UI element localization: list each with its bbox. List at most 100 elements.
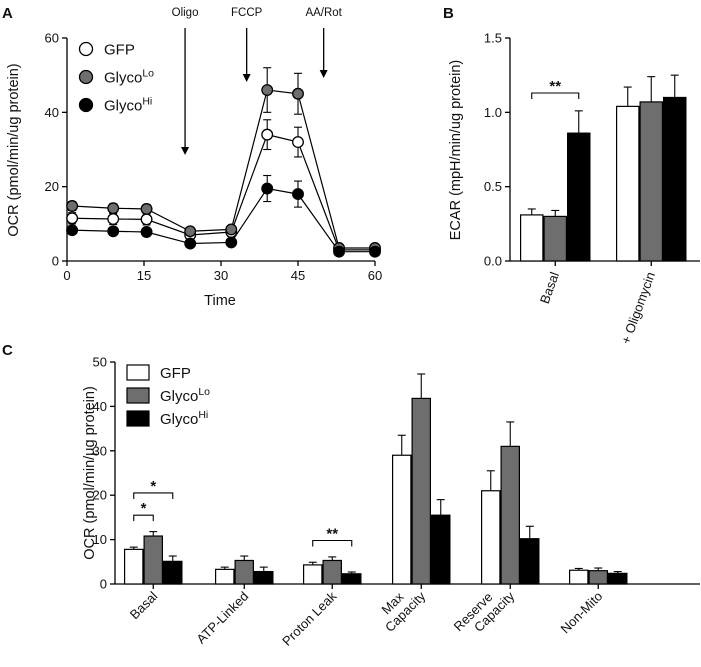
panel-b-y-tick-label: 0.0 — [484, 254, 502, 269]
data-point-glycolo — [292, 87, 304, 100]
panel-c-y-tick-label: 30 — [93, 443, 107, 458]
panel-a-x-tick-label: 0 — [63, 268, 70, 283]
panel-c-y-axis-label: OCR (pmol/min/μg protein) — [82, 386, 98, 560]
significance-stars: ** — [326, 525, 338, 542]
bar-glycohi — [431, 514, 451, 585]
bar-gfp — [519, 214, 544, 262]
panel-b-y-axis-label: ECAR (mpH/min/ug protein) — [448, 60, 464, 241]
legend-label-glycohi-base: Glyco — [104, 98, 142, 115]
injection-arrow-head — [242, 74, 251, 82]
legend-label-glycohi-superscript: Hi — [142, 96, 152, 108]
legend-label-gfp: GFP — [160, 365, 191, 382]
panel-c-bar-chart: OCR (pmol/min/μg protein) GFPGlycoLoGlyc… — [82, 355, 700, 649]
bar-glycohi — [254, 570, 274, 585]
legend-swatch-glycolo — [126, 387, 150, 404]
data-point-glycohi — [225, 236, 238, 249]
data-point-glycohi — [333, 245, 346, 258]
data-point-gfp — [261, 128, 274, 141]
legend-label-gfp-base: GFP — [104, 42, 135, 59]
injection-arrow-head — [181, 147, 190, 155]
injection-label-fccp: FCCP — [231, 7, 263, 19]
legend-marker-glycohi — [78, 97, 94, 113]
bar-gfp — [392, 454, 412, 585]
legend-label-glycohi: GlycoHi — [104, 96, 152, 115]
bar-glycolo — [500, 445, 521, 585]
panel-c-x-tick-label: MaxCapacity — [371, 578, 428, 635]
data-point-glycolo — [225, 223, 238, 236]
panel-a-x-tick-label: 15 — [137, 268, 151, 283]
panel-c-x-tick-label: Proton Leak — [279, 588, 340, 649]
bar-gfp — [568, 569, 589, 585]
bar-glycohi — [342, 573, 362, 585]
significance-bracket — [312, 539, 353, 547]
bar-glycohi — [607, 572, 628, 585]
bar-gfp — [123, 548, 144, 585]
data-point-gfp — [66, 212, 79, 225]
data-point-glycohi — [107, 225, 120, 238]
data-point-gfp — [140, 213, 153, 226]
bar-glycolo — [411, 397, 432, 585]
injection-label-oligo: Oligo — [172, 7, 199, 19]
data-point-glycohi — [66, 224, 79, 237]
panel-a-y-tick-label: 40 — [45, 105, 59, 120]
panel-a-y-axis-label: OCR (pmol/min/ug protein) — [6, 63, 22, 236]
panel-c-x-tick-label: Basal — [127, 588, 161, 622]
data-point-glycolo — [261, 84, 274, 96]
data-point-glycolo — [184, 225, 197, 238]
bar-glycolo — [322, 559, 343, 585]
panel-c-y-tick-label: 10 — [93, 532, 107, 547]
data-point-glycohi — [140, 226, 153, 238]
panel-c-y-tick-label: 0 — [100, 577, 107, 592]
significance-stars: * — [150, 478, 156, 495]
legend-swatch-gfp — [126, 364, 150, 381]
data-point-glycohi — [261, 182, 274, 195]
significance-bracket — [133, 514, 154, 522]
data-point-gfp — [107, 213, 120, 225]
data-point-glycolo — [140, 203, 153, 215]
bar-gfp — [215, 568, 235, 585]
panel-letter-c: C — [2, 342, 13, 359]
bar-gfp — [481, 490, 501, 585]
legend-label-glycohi-superscript: Hi — [198, 409, 208, 421]
panel-letter-a: A — [2, 5, 13, 22]
bar-glycohi — [163, 560, 183, 585]
data-point-glycohi — [184, 237, 197, 250]
legend-label-glycolo-base: Glyco — [160, 388, 198, 405]
injection-label-aarot: AA/Rot — [305, 7, 342, 19]
bar-gfp — [615, 105, 640, 262]
legend-label-glycolo-base: Glyco — [104, 70, 142, 87]
panel-c-x-tick-label: ATP-Linked — [193, 589, 251, 647]
panel-b-y-tick-label: 0.5 — [484, 179, 502, 194]
bar-glycohi — [662, 96, 687, 262]
data-point-glycolo — [66, 200, 79, 212]
panel-letter-b: B — [443, 5, 454, 22]
panel-a-x-axis-label: Time — [204, 293, 236, 309]
bar-glycolo — [143, 535, 164, 585]
panel-a-x-tick-label: 45 — [291, 268, 305, 283]
panel-c-x-tick-label: Non-Mito — [557, 589, 605, 637]
bar-glycohi — [566, 132, 591, 262]
panel-b-y-tick-label: 1.5 — [484, 31, 502, 46]
panel-a-y-tick-label: 60 — [45, 31, 59, 46]
legend-marker-gfp — [78, 41, 94, 57]
panel-a-line-chart: OCR (pmol/min/ug protein) Time GFP GlycoL… — [6, 7, 382, 309]
bar-glycolo — [543, 215, 567, 262]
injection-arrow-head — [319, 70, 328, 78]
panel-c-y-tick-label: 40 — [93, 399, 107, 414]
data-point-glycohi — [292, 188, 304, 201]
bar-glycohi — [519, 538, 540, 585]
panel-b-x-tick-label: Basal — [537, 270, 562, 306]
legend-label-glycolo-superscript: Lo — [198, 386, 210, 398]
legend-swatch-glycohi — [126, 410, 150, 427]
panel-b-y-tick-label: 1.0 — [484, 105, 502, 120]
data-point-glycolo — [107, 202, 120, 215]
legend-label-gfp: GFP — [104, 42, 135, 59]
panel-b-x-tick-label: + Oligomycin — [618, 270, 658, 346]
legend-label-glycolo: GlycoLo — [104, 68, 154, 87]
panel-a-y-tick-label: 0 — [52, 254, 59, 269]
bar-glycolo — [639, 101, 663, 262]
bar-glycolo — [234, 559, 255, 585]
data-point-glycohi — [369, 245, 381, 258]
